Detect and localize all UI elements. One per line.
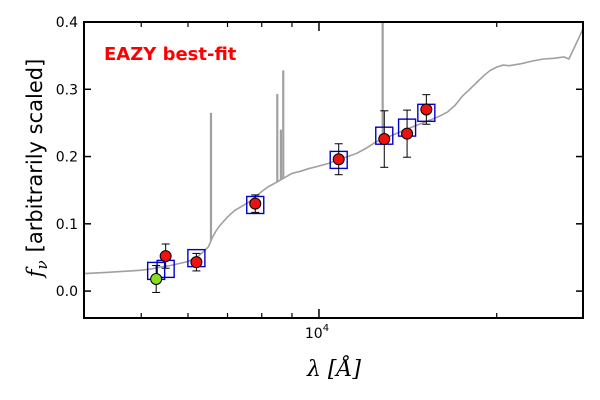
observed-flux-point	[332, 153, 345, 166]
x-axis-main: λ [	[306, 357, 337, 382]
axis-ticks: 0.0 0.1 0.2 0.3 0.4 104	[56, 15, 583, 342]
annotation-label: EAZY best-fit	[104, 44, 237, 65]
template-spectrum-layer	[83, 23, 584, 275]
y-axis-subscript: ν	[33, 260, 51, 269]
template-spectrum-line	[83, 28, 584, 275]
y-axis-text: [arbitrarily scaled]	[23, 59, 47, 253]
observed-flux-point	[378, 133, 391, 146]
plot-frame	[83, 21, 584, 319]
observed-flux-point	[190, 256, 203, 269]
y-tick-label: 0.0	[56, 284, 78, 300]
y-axis-symbol: f	[23, 266, 47, 279]
y-tick-label: 0.2	[56, 150, 78, 166]
observed-flux-point	[159, 250, 172, 263]
observed-flux-point	[249, 197, 262, 210]
x-axis-unit: Å	[334, 354, 353, 382]
x-tick-label: 104	[305, 323, 329, 342]
y-axis-title: fν [arbitrarily scaled]	[23, 59, 51, 280]
y-tick-label: 0.1	[56, 217, 78, 233]
y-tick-label: 0.3	[56, 82, 78, 98]
y-tick-label: 0.4	[56, 15, 78, 31]
x-axis-close: ]	[351, 357, 361, 382]
observed-flux-point	[150, 272, 163, 285]
observed-flux-point	[401, 127, 414, 140]
observed-flux-point	[420, 103, 433, 116]
observed-photometry-layer	[150, 94, 433, 293]
model-photometry-layer	[146, 103, 436, 281]
x-axis-title: λ [Å]	[306, 354, 361, 382]
